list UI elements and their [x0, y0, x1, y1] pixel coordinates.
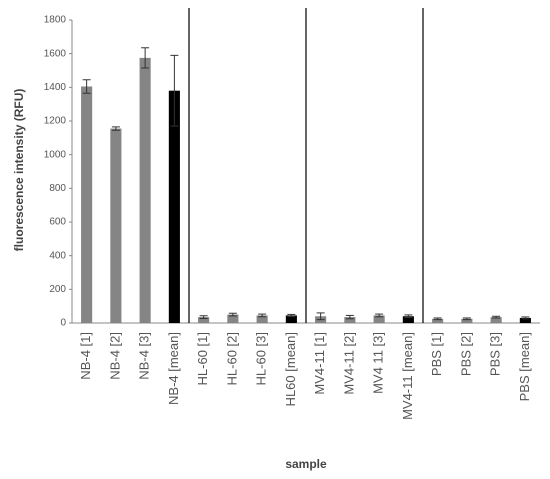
x-tick-label: PBS [mean]	[517, 332, 532, 401]
x-tick-label: NB-4 [2]	[107, 332, 122, 380]
error-bar	[82, 79, 91, 94]
y-tick-label: 400	[49, 250, 66, 261]
x-tick-label: PBS [1]	[429, 332, 444, 376]
error-bar	[199, 315, 208, 319]
bar	[198, 317, 210, 323]
error-bar	[170, 54, 179, 127]
y-tick-label: 1000	[44, 149, 67, 160]
y-tick-label: 0	[60, 318, 66, 329]
error-bar	[287, 313, 296, 317]
error-bar	[316, 312, 325, 321]
error-bar	[228, 312, 237, 317]
bar	[168, 90, 180, 323]
x-tick-label: NB-4 [mean]	[166, 332, 181, 405]
y-axis-label: fluorescence intensity (RFU)	[12, 89, 26, 252]
bar	[285, 315, 297, 323]
x-tick-label: NB-4 [3]	[137, 332, 152, 380]
x-tick-label: HL-60 [3]	[254, 332, 269, 385]
error-bar	[141, 47, 150, 69]
error-bar	[345, 314, 354, 320]
bar	[344, 317, 356, 323]
bar	[402, 316, 414, 323]
bar	[432, 318, 444, 323]
error-bar	[404, 314, 413, 319]
bar	[110, 128, 122, 323]
error-bar	[258, 313, 267, 318]
y-tick-label: 1200	[44, 116, 67, 127]
x-tick-label: PBS [3]	[488, 332, 503, 376]
bar	[461, 318, 473, 323]
y-tick-label: 1400	[44, 82, 67, 93]
error-bar	[462, 317, 471, 321]
error-bar	[111, 126, 120, 131]
x-tick-label: MV4-11 [2]	[341, 332, 356, 395]
y-tick-label: 800	[49, 183, 66, 194]
x-tick-label: MV4-11 [1]	[312, 332, 327, 395]
x-tick-label: HL60 [mean]	[283, 332, 298, 406]
x-tick-label: MV4 11 [3]	[371, 332, 386, 394]
bar	[256, 315, 268, 323]
y-tick-label: 600	[49, 217, 66, 228]
bar	[139, 57, 151, 323]
x-tick-label: HL-60 [1]	[195, 332, 210, 385]
y-tick-label: 200	[49, 284, 66, 295]
bar	[227, 314, 239, 323]
error-bar	[433, 317, 442, 321]
bar	[373, 315, 385, 323]
x-axis-label: sample	[285, 457, 327, 471]
error-bar	[375, 313, 384, 318]
x-tick-label: MV4-11 [mean]	[400, 332, 415, 420]
x-tick-label: HL-60 [2]	[224, 332, 239, 385]
y-tick-label: 1600	[44, 48, 67, 59]
y-tick-label: 1800	[44, 15, 67, 26]
error-bar	[492, 315, 501, 319]
bar	[490, 317, 502, 323]
bar	[519, 317, 531, 323]
x-tick-label: PBS [2]	[458, 332, 473, 376]
bar	[81, 86, 93, 323]
x-tick-label: NB-4 [1]	[78, 332, 93, 380]
error-bar	[521, 316, 530, 320]
